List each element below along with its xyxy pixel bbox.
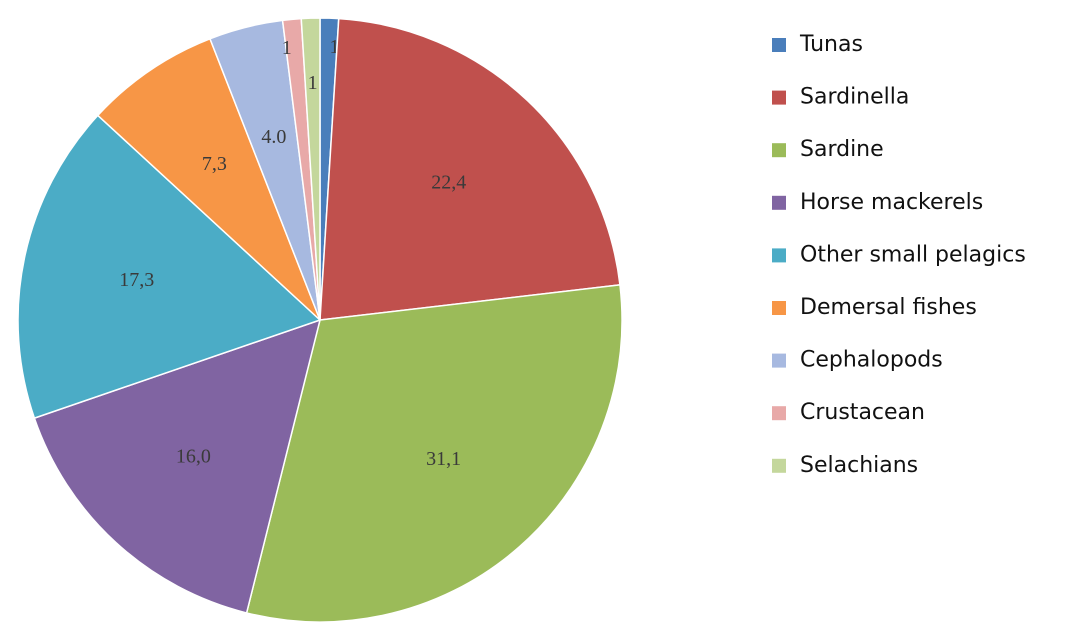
legend-label: Sardine <box>800 137 884 162</box>
legend-swatch <box>772 248 786 263</box>
legend-swatch <box>772 143 786 158</box>
pie-slice <box>300 17 321 321</box>
legend-label: Sardinella <box>800 85 909 110</box>
legend-label: Crustacean <box>800 400 925 425</box>
legend-swatch <box>772 458 786 473</box>
legend-label: Selachians <box>800 453 918 478</box>
slice-label: 16,0 <box>176 446 211 468</box>
slice-label: 17,3 <box>119 269 154 291</box>
slice-label: 1 <box>308 72 318 94</box>
slice-label: 1 <box>282 37 292 59</box>
pie-slice <box>319 17 621 321</box>
legend-label: Tunas <box>799 32 863 57</box>
pie-slice <box>33 318 322 614</box>
legend-label: Demersal fishes <box>800 295 977 320</box>
legend-swatch <box>772 406 786 421</box>
slice-label: 31,1 <box>426 448 461 470</box>
slice-label: 22,4 <box>431 172 466 194</box>
legend-label: Horse mackerels <box>800 190 983 215</box>
slice-label: 7,3 <box>202 153 227 175</box>
legend-swatch <box>772 301 786 315</box>
pie-slice <box>17 114 322 420</box>
legend-swatch <box>772 38 786 52</box>
slice-label: 1 <box>329 36 339 58</box>
pie-slice <box>96 37 321 321</box>
legend-swatch <box>772 90 786 105</box>
pie-slice <box>245 284 623 623</box>
legend-swatch <box>772 353 786 368</box>
legend-swatch <box>772 195 786 210</box>
legend-label: Cephalopods <box>800 348 943 373</box>
legend-label: Other small pelagics <box>800 242 1026 267</box>
slice-label: 4.0 <box>261 126 286 148</box>
